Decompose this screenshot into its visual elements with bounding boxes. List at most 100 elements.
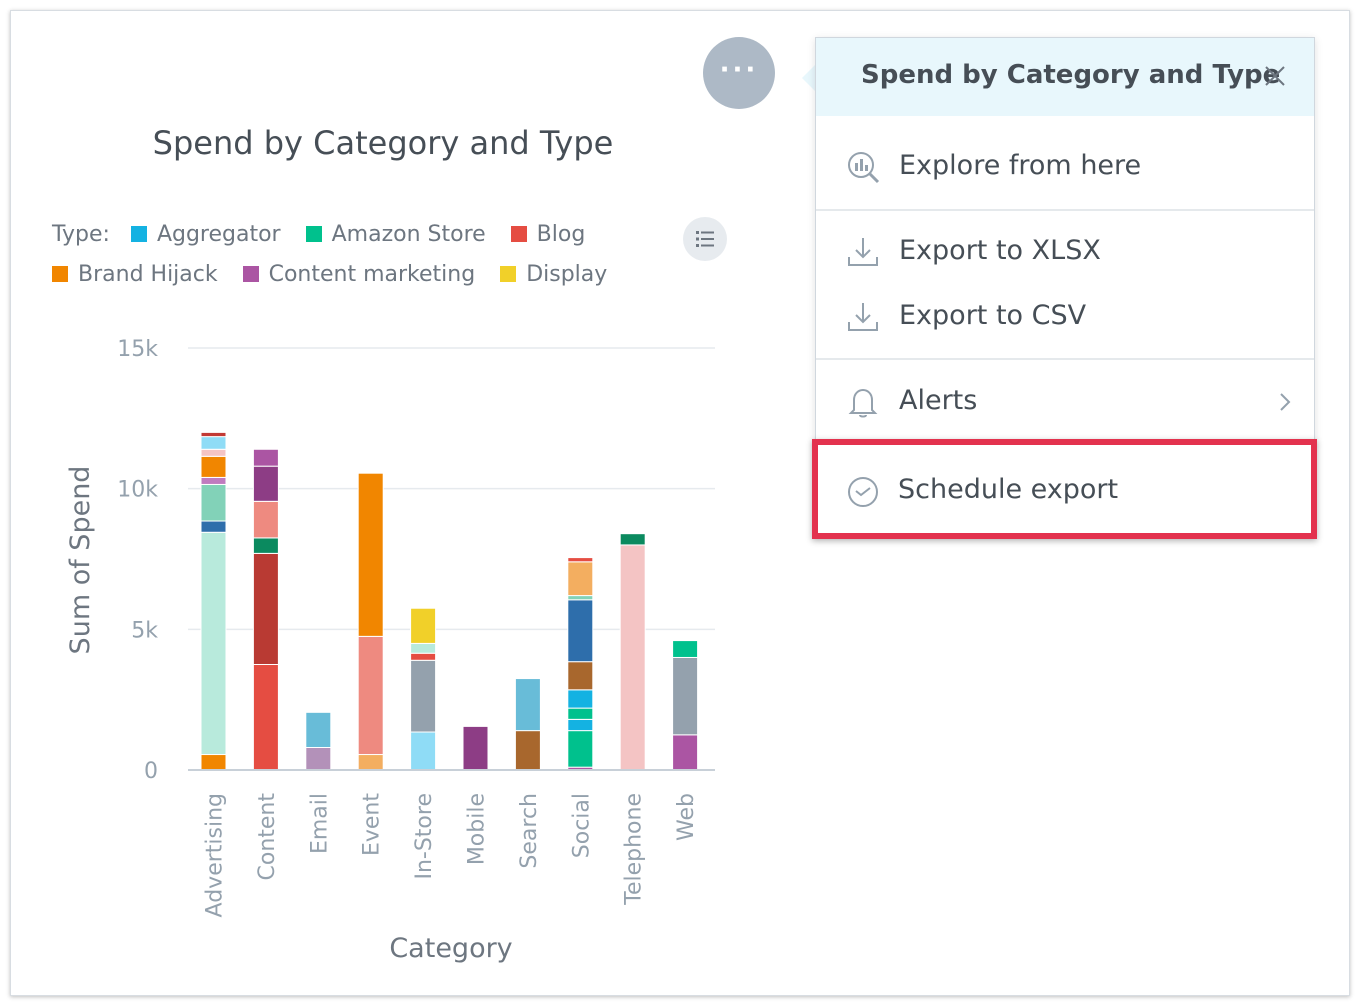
legend-swatch [130, 226, 147, 242]
legend-item-display[interactable]: Display [500, 262, 607, 287]
bar-segment [672, 734, 699, 771]
bar-segment [252, 465, 279, 502]
bar-segment [410, 642, 437, 654]
legend-swatch [305, 226, 322, 242]
bar-segment [410, 731, 437, 771]
legend-item-aggregator[interactable]: Aggregator [130, 222, 281, 247]
bar-segment [305, 711, 332, 748]
x-tick-label: Telephone [622, 793, 647, 906]
x-axis-title: Category [389, 933, 512, 964]
bar-segment [410, 652, 437, 661]
bar-segment [567, 707, 594, 720]
legend-row-2: Brand Hijack Content marketing Display [52, 262, 625, 287]
bar-segment [567, 718, 594, 732]
bar-segment [514, 678, 541, 732]
menu-item-label: Explore from here [899, 150, 1142, 181]
legend-item-label: Brand Hijack [78, 262, 218, 287]
stacked-bar-chart: 0 5k 10k 15k Advertising Content Email Event In… [65, 337, 715, 964]
bar-segment [200, 448, 227, 457]
legend-item-blog[interactable]: Blog [510, 222, 586, 247]
bar-segment [567, 661, 594, 691]
menu-item-export-csv[interactable]: Export to CSV [816, 288, 1314, 348]
menu-item-label: Export to XLSX [899, 235, 1101, 266]
legend-item-brand-hijack[interactable]: Brand Hijack [52, 262, 218, 287]
legend-swatch [510, 226, 527, 242]
bar-segment [200, 431, 227, 438]
bar-segment [567, 557, 594, 563]
bar-segment [567, 595, 594, 601]
bar-segment [200, 754, 227, 771]
menu-item-export-xlsx[interactable]: Export to XLSX [816, 223, 1314, 283]
legend-row-1: Type: Aggregator Amazon Store Blog [52, 222, 603, 247]
bar-segment [252, 552, 279, 666]
legend-swatch [52, 266, 68, 282]
legend-item-label: Blog [536, 222, 586, 247]
legend-item-label: Amazon Store [331, 222, 486, 247]
more-dots-icon: ··· [719, 55, 759, 85]
y-axis-title: Sum of Spend [65, 466, 96, 655]
y-axis-ticks: 0 5k 10k 15k [117, 337, 158, 784]
menu-divider [816, 358, 1314, 360]
y-tick-label: 10k [117, 478, 158, 503]
bar-segment [619, 544, 646, 771]
bar-segment [462, 725, 489, 771]
download-icon [848, 303, 878, 331]
legend-toggle-button[interactable] [683, 217, 727, 261]
menu-item-label: Schedule export [898, 474, 1119, 505]
legend-swatch [500, 266, 517, 282]
x-tick-label: Content [255, 793, 280, 881]
close-icon[interactable] [1262, 63, 1288, 89]
options-menu-button[interactable]: ··· [703, 37, 775, 109]
options-menu: Spend by Category and Type Explore from … [815, 37, 1315, 445]
legend-item-label: Aggregator [156, 222, 281, 247]
legend-item-label: Display [526, 262, 608, 287]
clock-icon [848, 477, 878, 507]
bar-segment [567, 730, 594, 768]
list-icon [696, 231, 714, 247]
menu-item-explore[interactable]: Explore from here [816, 138, 1314, 198]
x-axis-ticks: Advertising Content Email Event In-Store Mobi… [203, 793, 700, 918]
x-tick-label: Event [360, 793, 385, 856]
menu-item-label: Alerts [899, 385, 978, 416]
menu-divider [816, 209, 1314, 211]
bar-segment [252, 500, 279, 539]
x-tick-label: In-Store [412, 793, 437, 880]
y-tick-label: 0 [144, 759, 158, 784]
bar-segment [567, 689, 594, 709]
download-icon [848, 238, 878, 266]
bar-segment [200, 483, 227, 522]
y-tick-label: 15k [117, 337, 158, 362]
bar-segment [252, 537, 279, 554]
legend-item-content-marketing[interactable]: Content marketing [242, 262, 476, 287]
bar-segment [357, 635, 384, 756]
y-tick-label: 5k [131, 618, 158, 643]
menu-item-alerts[interactable]: Alerts [816, 373, 1314, 433]
legend-item-label: Content marketing [268, 262, 476, 287]
chart-title: Spend by Category and Type [152, 124, 614, 162]
bar-segment [305, 746, 332, 771]
bar-segment [410, 607, 437, 644]
menu-item-label: Export to CSV [899, 300, 1087, 331]
bar-segment [410, 659, 437, 733]
bar-segment [357, 472, 384, 637]
legend-item-amazon-store[interactable]: Amazon Store [305, 222, 486, 247]
bell-icon [848, 388, 878, 418]
bar-segment [672, 656, 699, 736]
chart-bars [200, 431, 699, 771]
bar-segment [357, 754, 384, 771]
bar-segment [672, 640, 699, 658]
x-tick-label: Social [569, 793, 594, 858]
explore-chart-icon [848, 152, 880, 184]
menu-title: Spend by Category and Type [861, 60, 1281, 90]
legend-type-label: Type: [52, 222, 110, 247]
bar-segment [200, 520, 227, 533]
x-tick-label: Search [517, 793, 542, 869]
menu-item-schedule-export[interactable]: Schedule export [812, 439, 1317, 539]
x-tick-label: Email [307, 793, 332, 854]
bar-segment [200, 476, 227, 485]
bar-segment [200, 455, 227, 478]
bar-segment [252, 448, 279, 467]
x-tick-label: Advertising [203, 793, 228, 917]
bar-segment [252, 664, 279, 771]
bar-segment [514, 730, 541, 771]
